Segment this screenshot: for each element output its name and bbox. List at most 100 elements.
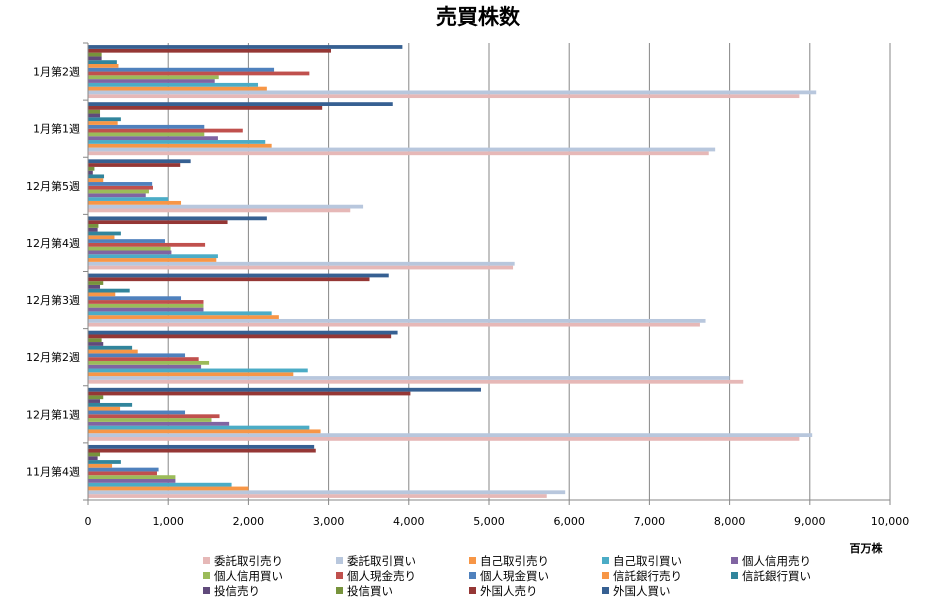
bar <box>88 208 351 213</box>
bar <box>88 452 101 457</box>
bar <box>88 52 102 57</box>
y-tick-labels: 11月第4週 12月第1週 12月第2週 12月第3週 12月第4週 12月第5週 1月第1… <box>26 65 80 479</box>
bar <box>88 159 191 164</box>
bar <box>88 254 218 259</box>
bar <box>88 193 146 198</box>
bar <box>88 456 98 461</box>
legend-swatch <box>336 557 343 564</box>
bar <box>88 227 98 232</box>
bar <box>88 307 204 312</box>
bar <box>88 109 101 114</box>
bar <box>88 379 744 384</box>
bar <box>88 82 259 87</box>
legend-label: 信託銀行売り <box>613 569 682 583</box>
chart-title: 売買株数 <box>436 5 521 29</box>
bar <box>88 391 411 396</box>
bar <box>88 60 117 64</box>
bar <box>88 189 149 194</box>
bar <box>88 79 215 83</box>
legend-label: 個人信用買い <box>214 569 283 583</box>
bar <box>88 281 104 285</box>
x-tick-label: 9,000 <box>794 515 826 528</box>
bar <box>88 334 392 339</box>
bar <box>88 216 267 221</box>
legend-label: 信託銀行買い <box>742 569 811 583</box>
x-tick-label: 2,000 <box>233 515 265 528</box>
axes <box>83 42 891 505</box>
legend-label: 自己取引売り <box>480 554 549 568</box>
y-tick-label: 1月第1週 <box>33 122 80 136</box>
bar <box>88 322 700 327</box>
bar <box>88 170 93 175</box>
x-tick-label: 0 <box>85 515 92 528</box>
bar <box>88 311 272 316</box>
bar <box>88 475 176 480</box>
bar <box>88 45 403 49</box>
legend-swatch <box>336 572 343 579</box>
bar <box>88 132 205 137</box>
bar <box>88 261 515 266</box>
legend-swatch <box>602 572 609 579</box>
bar <box>88 296 182 301</box>
bar <box>88 143 272 148</box>
legend-label: 委託取引売り <box>214 554 283 568</box>
bar <box>88 174 105 179</box>
bar <box>88 284 101 289</box>
bar <box>88 315 279 319</box>
x-tick-label: 8,000 <box>714 515 746 528</box>
legend-swatch <box>602 557 609 564</box>
legend-swatch <box>469 572 476 579</box>
bar <box>88 117 121 122</box>
y-tick-label: 12月第5週 <box>26 179 80 193</box>
bar <box>88 197 169 201</box>
legend-label: 外国人売り <box>480 584 538 598</box>
bar <box>88 56 102 61</box>
legend-label: 投信買い <box>347 584 393 598</box>
bar <box>88 178 104 183</box>
bar <box>88 338 102 343</box>
bar <box>88 200 182 205</box>
bar <box>88 102 393 106</box>
legend-label: 投信売り <box>214 584 260 598</box>
bar <box>88 136 218 141</box>
bar <box>88 482 232 487</box>
bar <box>88 113 101 118</box>
x-tick-label: 1,000 <box>152 515 184 528</box>
grid-lines <box>167 43 891 500</box>
x-tick-label: 7,000 <box>634 515 666 528</box>
bar <box>88 147 716 152</box>
legend-swatch <box>731 572 738 579</box>
bar <box>88 318 706 323</box>
bar <box>88 128 243 133</box>
bar <box>88 429 321 434</box>
bar <box>88 166 95 171</box>
bar <box>88 71 310 76</box>
bar <box>88 235 115 240</box>
y-tick-label: 11月第4週 <box>26 464 80 478</box>
bar <box>88 479 176 483</box>
bar <box>88 368 308 373</box>
bar <box>88 460 121 464</box>
bar <box>88 140 266 144</box>
bar <box>88 345 133 350</box>
legend-swatch <box>469 587 476 594</box>
x-tick-label: 3,000 <box>313 515 345 528</box>
bar <box>88 467 159 472</box>
legend-label: 外国人買い <box>613 584 671 598</box>
bar <box>88 376 730 380</box>
bar <box>88 353 186 358</box>
legend-label: 個人現金買い <box>480 569 549 583</box>
bar <box>88 273 389 278</box>
bar <box>88 448 316 453</box>
y-tick-label: 12月第4週 <box>26 236 80 250</box>
bar <box>88 258 217 262</box>
bar <box>88 265 514 270</box>
bar <box>88 399 101 403</box>
bar <box>88 418 212 422</box>
y-tick-label: 12月第1週 <box>26 407 80 421</box>
bar <box>88 105 323 110</box>
bar <box>88 124 205 129</box>
bar <box>88 471 157 476</box>
legend-label: 個人現金売り <box>347 569 416 583</box>
legend-swatch <box>602 587 609 594</box>
